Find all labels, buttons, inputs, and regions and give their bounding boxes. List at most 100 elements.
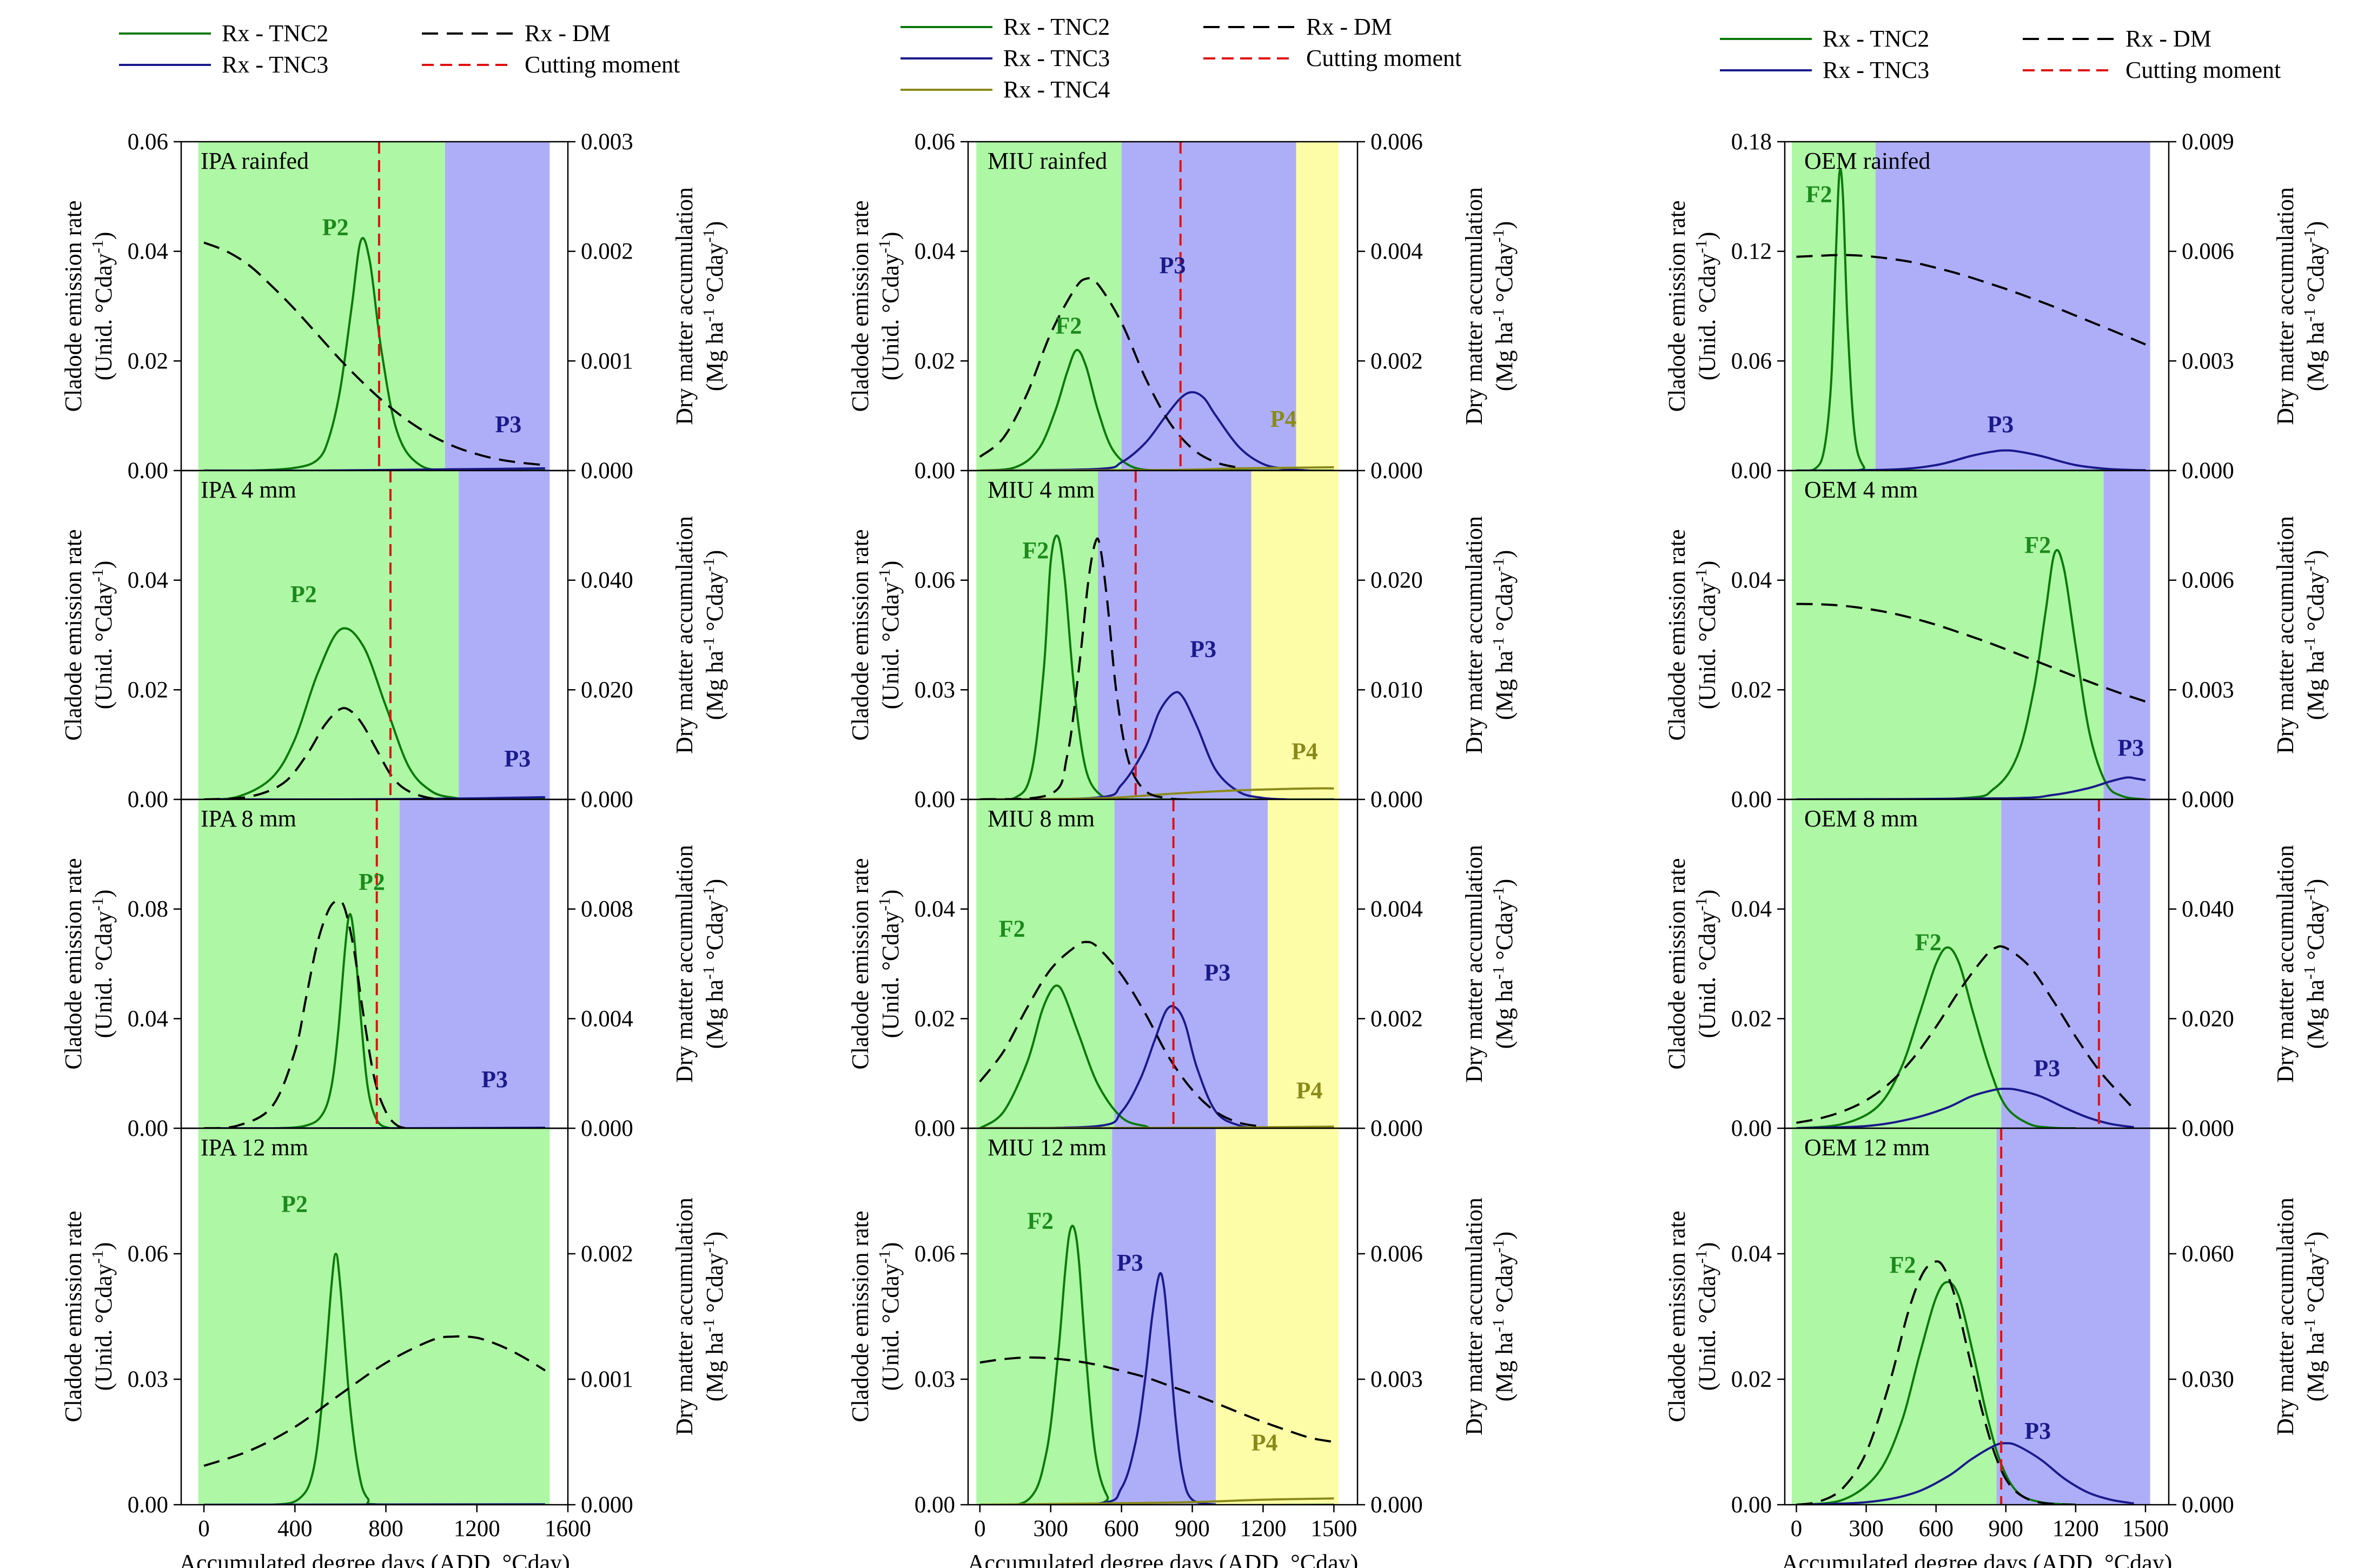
y2-axis-label: Dry matter accumulation (Mg ha-1 °Cday-1) [671,845,728,1083]
x-tick-label: 300 [1033,1516,1068,1541]
legend-label-tnc3: Rx - TNC3 [1003,45,1110,71]
y-tick-label: 0.02 [1731,1006,1772,1031]
phase-band-b [1875,142,2150,471]
phase-label: P4 [1251,1429,1278,1455]
y2-tick-label: 0.000 [1370,1116,1423,1141]
series-dm [979,537,1193,799]
legend-label-dm: Rx - DM [2125,25,2211,52]
phase-band-g [1791,471,2104,799]
series-tnc2 [1796,549,2146,799]
y2-tick-label: 0.004 [1370,897,1423,922]
legend-label-tnc4: Rx - TNC4 [1003,76,1110,103]
y-tick-label: 0.00 [915,1492,955,1518]
phase-band-y [1268,799,1339,1128]
panel-ipa-rainfed: IPA rainfed P2 P3 0.00 0.02 0.04 0.06 0.000 0.00… [60,129,728,484]
y-tick-label: 0.06 [128,129,168,155]
series-dm [1796,945,2135,1124]
legend-label-dm: Rx - DM [1306,14,1392,40]
phase-band-g [198,1128,550,1505]
phase-band-g [1791,799,2002,1128]
y2-tick-label: 0.000 [2182,787,2234,812]
phase-band-g [198,142,445,471]
y-tick-label: 0.06 [915,1241,955,1267]
phase-band-y [1251,471,1339,799]
y-tick-label: 0.03 [915,677,955,703]
y2-tick-label: 0.001 [581,1367,633,1392]
phase-band-b [1112,1128,1216,1505]
panel-ipa-8-mm: IPA 8 mm P2 P3 0.00 0.04 0.08 0.000 0.004 0.008 C… [60,798,728,1141]
series-tnc2 [979,349,1334,471]
y-tick-label: 0.04 [915,897,955,922]
panel-title: IPA 4 mm [201,477,296,503]
y-tick-label: 0.00 [128,458,168,484]
series-dm [1796,1260,2076,1505]
panel-title: OEM 8 mm [1804,805,1918,832]
y-tick-label: 0.00 [1731,1492,1772,1518]
y2-axis-label: Dry matter accumulation (Mg ha-1 °Cday-1) [671,516,728,754]
x-tick-label: 400 [277,1516,313,1541]
y2-axis-label: Dry matter accumulation (Mg ha-1 °Cday-1) [671,1197,728,1435]
y2-axis-label: Dry matter accumulation (Mg ha-1 °Cday-1) [1461,187,1518,425]
y2-tick-label: 0.000 [2182,1492,2234,1518]
phase-label: F2 [1806,181,1832,207]
phase-band-b [2001,799,2150,1128]
series-dm [979,277,1240,469]
phase-band-g [976,142,1122,471]
panel-title: MIU 4 mm [988,477,1095,503]
panel-frame [967,1127,1359,1506]
x-tick-label: 600 [1918,1516,1954,1541]
panel-title: MIU rainfed [988,148,1107,174]
y2-tick-label: 0.008 [581,897,633,922]
phase-label: F2 [1022,537,1049,564]
panel-oem-12-mm: OEM 12 mm F2 P3 0.00 0.02 0.04 0.000 0.030 0.060… [1664,1127,2329,1568]
y-tick-label: 0.00 [915,458,955,484]
y2-tick-label: 0.000 [581,787,633,812]
phase-label: P3 [1987,411,2014,438]
x-tick-label: 0 [974,1516,986,1541]
phase-band-g [976,471,1098,799]
y2-tick-label: 0.020 [581,677,633,703]
y2-tick-label: 0.000 [581,458,633,484]
y2-tick-label: 0.030 [2182,1367,2234,1392]
series-tnc2 [979,534,1334,799]
legend-label-tnc3: Rx - TNC3 [222,51,328,78]
phase-label: F2 [1915,929,1942,956]
x-tick-label: 600 [1104,1516,1139,1541]
panel-oem-4-mm: OEM 4 mm F2 P3 0.00 0.02 0.04 0.000 0.003 0.006 C… [1664,469,2329,812]
x-tick-label: 0 [198,1516,210,1541]
y-axis-label: Cladode emission rate (Unid. °Cday-1) [1664,1210,1720,1422]
y2-tick-label: 0.004 [581,1006,633,1031]
x-tick-label: 300 [1849,1516,1884,1541]
plot-area [1796,1260,2134,1505]
y2-tick-label: 0.000 [2182,1116,2234,1141]
panel-miu-8-mm: MIU 8 mm F2 P3 P4 0.00 0.02 0.04 0.000 0.002 0.00… [847,798,1518,1141]
phase-label: P2 [290,581,317,607]
y2-tick-label: 0.040 [581,568,633,593]
series-dm [1796,254,2146,346]
y-tick-label: 0.06 [1731,348,1772,374]
y-tick-label: 0.02 [1731,1367,1772,1392]
y-tick-label: 0.02 [915,1006,955,1031]
y2-tick-label: 0.003 [581,129,633,155]
phase-label: P3 [2117,735,2144,761]
phase-label: P4 [1270,406,1297,432]
y-tick-label: 0.04 [1731,897,1772,922]
phase-label: P3 [1117,1249,1143,1276]
legend-1: Rx - TNC2 Rx - TNC3 Rx - DM Cutting moment [119,20,680,78]
series-tnc3 [979,1005,1263,1128]
y2-tick-label: 0.000 [1370,787,1423,812]
y-axis-label: Cladode emission rate (Unid. °Cday-1) [60,529,117,740]
y-tick-label: 0.04 [128,568,168,593]
phase-label: P2 [322,214,349,240]
x-tick-label: 1600 [545,1516,591,1541]
legend-label-tnc3: Rx - TNC3 [1823,57,1929,83]
phase-label: F2 [2024,532,2051,558]
phase-band-g [198,799,400,1128]
y-tick-label: 0.02 [128,348,168,374]
y2-tick-label: 0.002 [1370,348,1423,374]
phase-label: P3 [481,1066,508,1093]
y-tick-label: 0.18 [1731,129,1772,155]
phase-band-b [1098,471,1251,799]
y-tick-label: 0.04 [128,239,168,264]
